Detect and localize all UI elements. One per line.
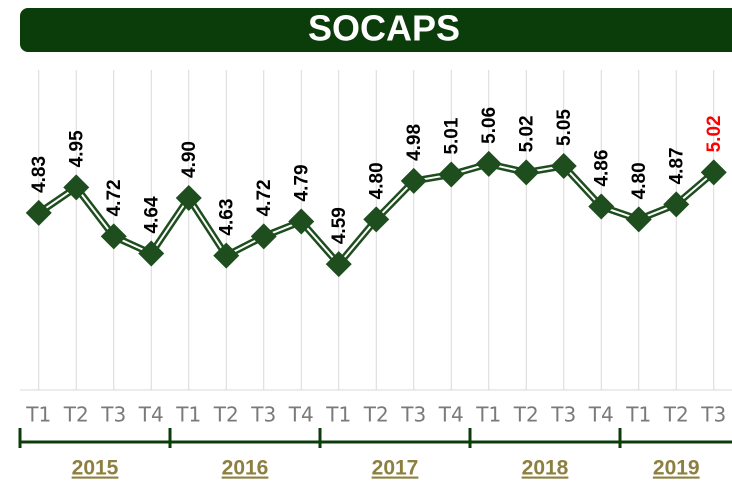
x-tick-label: T2: [513, 403, 539, 427]
x-tick-label: T2: [363, 403, 389, 427]
group-label: 2015: [72, 457, 119, 480]
x-tick-label: T2: [663, 403, 689, 427]
data-label: 4.63: [216, 199, 237, 236]
marker: [363, 206, 390, 233]
x-tick-label: T4: [288, 403, 314, 427]
x-tick-label: T3: [250, 403, 276, 427]
data-label: 4.64: [141, 196, 162, 233]
data-label: 4.90: [179, 141, 200, 178]
x-tick-label: T2: [63, 403, 89, 427]
marker: [400, 167, 427, 194]
data-label: 4.80: [629, 162, 650, 199]
x-tick-label: T1: [25, 403, 51, 427]
data-label: 5.02: [516, 115, 537, 152]
marker: [550, 153, 577, 179]
x-tick-label: T4: [438, 403, 464, 427]
marker: [588, 193, 615, 220]
data-label: 5.02: [704, 115, 725, 152]
group-label: 2019: [653, 457, 700, 480]
x-tick-label: T1: [175, 403, 201, 427]
marker: [438, 161, 465, 188]
x-tick-label: T3: [100, 403, 126, 427]
data-label: 5.01: [441, 117, 462, 154]
data-label: 4.83: [29, 156, 50, 193]
data-label: 4.72: [104, 179, 125, 216]
x-tick-label: T1: [625, 403, 651, 427]
marker: [700, 159, 727, 186]
data-label: 4.79: [291, 164, 312, 201]
data-label: 5.06: [479, 107, 500, 144]
data-label: 4.72: [254, 179, 275, 216]
data-label: 4.59: [329, 207, 350, 244]
group-label: 2017: [372, 457, 419, 480]
data-label: 5.05: [554, 109, 575, 146]
x-tick-label: T4: [588, 403, 614, 427]
x-tick-label: T3: [550, 403, 576, 427]
marker: [138, 240, 165, 267]
x-tick-label: T3: [400, 403, 426, 427]
marker: [475, 150, 502, 177]
x-tick-label: T1: [325, 403, 351, 427]
marker: [325, 251, 352, 278]
data-label: 4.95: [66, 130, 87, 167]
x-tick-label: T2: [213, 403, 239, 427]
marker: [175, 185, 202, 211]
marker: [250, 223, 277, 250]
x-tick-label: T4: [138, 403, 164, 427]
x-tick-label: T1: [475, 403, 501, 427]
title-bar: [20, 8, 732, 52]
marker: [25, 199, 52, 226]
data-label: 4.86: [591, 150, 612, 187]
chart-title: SOCAPS: [308, 8, 460, 49]
data-label: 4.98: [404, 124, 425, 161]
marker: [288, 208, 315, 235]
marker: [100, 223, 127, 250]
marker: [663, 191, 690, 218]
marker: [213, 242, 240, 269]
marker: [625, 206, 652, 233]
marker: [513, 159, 540, 186]
x-tick-label: T3: [700, 403, 726, 427]
group-label: 2016: [222, 457, 269, 480]
data-label: 4.80: [366, 162, 387, 199]
group-label: 2018: [522, 457, 569, 480]
data-label: 4.87: [666, 147, 687, 184]
marker: [63, 174, 90, 201]
